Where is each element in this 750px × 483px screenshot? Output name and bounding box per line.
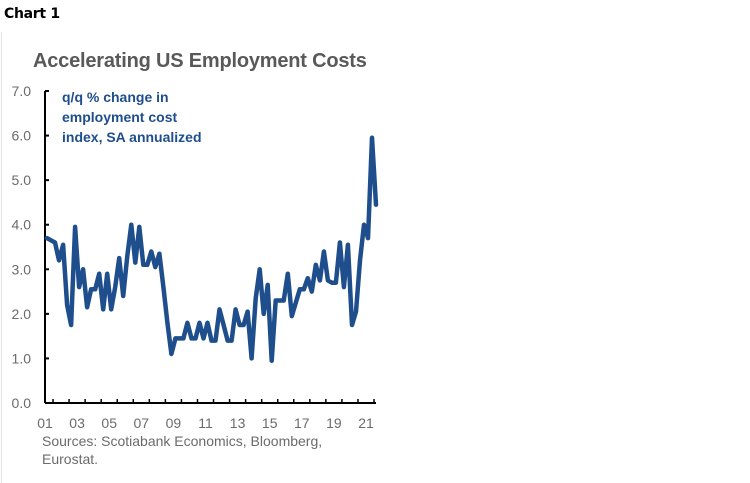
y-tick-label: 6.0 — [12, 128, 32, 144]
chart-frame — [1, 32, 750, 483]
y-tick-label: 2.0 — [12, 306, 32, 322]
series-label-line: index, SA annualized — [62, 129, 202, 145]
x-tick-label: 21 — [358, 415, 374, 431]
series-label: q/q % change in employment cost index, SA … — [62, 89, 202, 145]
x-tick-label: 01 — [37, 415, 53, 431]
x-tick-label: 13 — [230, 415, 246, 431]
y-tick-label: 7.0 — [12, 83, 32, 99]
x-tick-label: 09 — [166, 415, 182, 431]
sources-note: Sources: Scotiabank Economics, Bloomberg… — [42, 433, 323, 467]
x-tick-label: 11 — [198, 415, 213, 431]
series-line-employment-cost — [44, 135, 379, 363]
y-tick-label: 0.0 — [12, 395, 32, 411]
chart-number-label: Chart 1 — [4, 6, 60, 22]
x-tick-label: 15 — [262, 415, 278, 431]
series-label-line: employment cost — [62, 109, 177, 125]
y-tick-label: 5.0 — [12, 172, 32, 188]
x-tick-label: 19 — [326, 415, 342, 431]
x-tick-label: 03 — [69, 415, 85, 431]
data-points — [46, 137, 377, 361]
y-tick-label: 1.0 — [12, 350, 32, 366]
x-tick-label: 17 — [294, 415, 310, 431]
chart-title: Accelerating US Employment Costs — [33, 50, 367, 72]
y-axis-ticks: 0.0 1.0 2.0 3.0 4.0 5.0 6.0 7.0 — [12, 83, 49, 411]
y-tick-label: 4.0 — [12, 217, 32, 233]
series-label-line: q/q % change in — [62, 89, 169, 105]
x-tick-label: 05 — [101, 415, 117, 431]
x-tick-label: 07 — [134, 415, 150, 431]
y-tick-label: 3.0 — [12, 261, 32, 277]
